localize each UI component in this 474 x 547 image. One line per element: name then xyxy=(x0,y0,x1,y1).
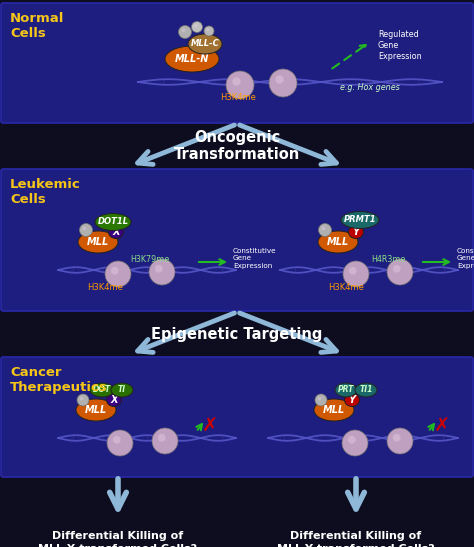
Ellipse shape xyxy=(95,213,131,230)
Ellipse shape xyxy=(335,383,357,397)
Circle shape xyxy=(387,428,413,454)
Text: TI1: TI1 xyxy=(359,386,373,394)
Circle shape xyxy=(232,77,241,86)
Ellipse shape xyxy=(109,225,124,238)
Circle shape xyxy=(204,26,214,36)
Text: Y: Y xyxy=(348,395,356,405)
Circle shape xyxy=(349,267,356,275)
Circle shape xyxy=(107,430,133,456)
Text: Normal
Cells: Normal Cells xyxy=(10,12,64,40)
Circle shape xyxy=(206,28,209,31)
Circle shape xyxy=(318,397,321,400)
Circle shape xyxy=(152,428,178,454)
Text: Regulated
Gene
Expression: Regulated Gene Expression xyxy=(378,30,422,61)
Text: PRT: PRT xyxy=(338,386,354,394)
Text: Constitutive
Gene
Expression: Constitutive Gene Expression xyxy=(457,248,474,269)
Ellipse shape xyxy=(165,46,219,72)
Circle shape xyxy=(319,224,331,236)
Text: DOT1L: DOT1L xyxy=(98,218,128,226)
Text: MLL: MLL xyxy=(327,237,349,247)
Ellipse shape xyxy=(188,34,222,54)
Text: Leukemic
Cells: Leukemic Cells xyxy=(10,178,81,206)
Ellipse shape xyxy=(355,383,377,397)
Text: Differential Killing of
MLL-Y transformed Cells?: Differential Killing of MLL-Y transforme… xyxy=(277,531,435,547)
Circle shape xyxy=(275,75,284,84)
Ellipse shape xyxy=(76,399,116,421)
Circle shape xyxy=(149,259,175,285)
Text: H3K4me: H3K4me xyxy=(87,283,123,292)
Ellipse shape xyxy=(90,383,114,397)
Circle shape xyxy=(82,226,86,230)
Text: X: X xyxy=(112,227,120,237)
Circle shape xyxy=(269,69,297,97)
Text: PRMT1: PRMT1 xyxy=(344,216,376,224)
Ellipse shape xyxy=(345,393,359,406)
Circle shape xyxy=(113,436,121,444)
Circle shape xyxy=(387,259,413,285)
Text: MLL: MLL xyxy=(87,237,109,247)
Text: X: X xyxy=(110,395,118,405)
Circle shape xyxy=(191,21,202,32)
Ellipse shape xyxy=(78,231,118,253)
Circle shape xyxy=(182,28,185,32)
Circle shape xyxy=(111,267,118,275)
Circle shape xyxy=(80,397,83,400)
Text: H3K4me: H3K4me xyxy=(220,93,256,102)
Circle shape xyxy=(77,394,89,406)
Circle shape xyxy=(105,261,131,287)
Ellipse shape xyxy=(348,225,364,238)
Circle shape xyxy=(321,226,325,230)
Ellipse shape xyxy=(111,383,133,397)
Text: Epigenetic Targeting: Epigenetic Targeting xyxy=(151,327,323,341)
Text: MLL-N: MLL-N xyxy=(175,54,209,64)
Text: MLL: MLL xyxy=(85,405,107,415)
Circle shape xyxy=(155,265,163,272)
Circle shape xyxy=(393,265,401,272)
Text: Y: Y xyxy=(353,227,359,237)
Circle shape xyxy=(179,26,191,38)
Text: Differential Killing of
MLL-X transformed Cells?: Differential Killing of MLL-X transforme… xyxy=(38,531,198,547)
Text: ✗: ✗ xyxy=(434,416,450,435)
FancyBboxPatch shape xyxy=(1,3,473,123)
Circle shape xyxy=(158,434,165,441)
Text: TI: TI xyxy=(118,386,126,394)
Text: H3K4me: H3K4me xyxy=(328,283,364,292)
Ellipse shape xyxy=(318,231,358,253)
Circle shape xyxy=(80,224,92,236)
Text: MLL: MLL xyxy=(323,405,345,415)
FancyBboxPatch shape xyxy=(1,357,473,477)
Circle shape xyxy=(393,434,401,441)
Ellipse shape xyxy=(341,212,379,229)
Circle shape xyxy=(315,394,327,406)
Ellipse shape xyxy=(314,399,354,421)
Circle shape xyxy=(194,24,197,27)
Circle shape xyxy=(348,436,356,444)
FancyBboxPatch shape xyxy=(1,169,473,311)
Text: e.g. Hox genes: e.g. Hox genes xyxy=(340,83,400,92)
Circle shape xyxy=(343,261,369,287)
Text: H4R3me: H4R3me xyxy=(371,255,405,264)
Text: Cancer
Therapeutics: Cancer Therapeutics xyxy=(10,366,108,394)
Text: DOT: DOT xyxy=(93,386,111,394)
Text: H3K79me: H3K79me xyxy=(130,255,170,264)
Text: Constitutive
Gene
Expression: Constitutive Gene Expression xyxy=(233,248,277,269)
Ellipse shape xyxy=(107,393,121,406)
Text: Oncogenic
Transformation: Oncogenic Transformation xyxy=(174,130,300,162)
Circle shape xyxy=(342,430,368,456)
Text: MLL-C: MLL-C xyxy=(191,39,219,49)
Text: ✗: ✗ xyxy=(202,416,218,435)
Circle shape xyxy=(226,71,254,99)
